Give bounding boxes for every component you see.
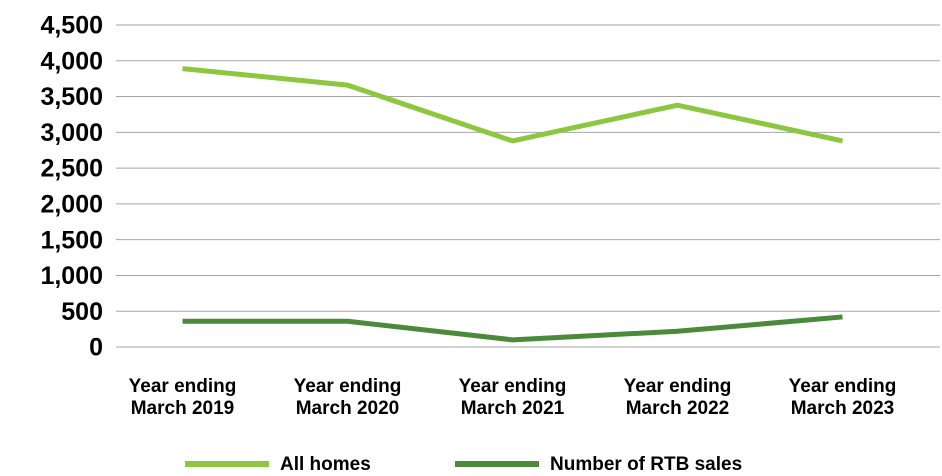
y-tick-label: 1,000 <box>40 262 103 290</box>
x-tick-label: Year ending March 2022 <box>623 376 732 419</box>
line-series <box>182 66 844 144</box>
y-tick-label: 1,500 <box>40 226 103 254</box>
line-series <box>182 314 843 343</box>
x-tick-label: Year ending March 2019 <box>128 376 237 419</box>
legend-label: All homes <box>280 454 371 475</box>
y-tick-label: 500 <box>61 298 103 326</box>
y-tick-label: 4,000 <box>40 47 103 75</box>
legend-label: Number of RTB sales <box>550 454 742 475</box>
y-tick-label: 0 <box>89 334 103 362</box>
y-tick-label: 2,000 <box>40 190 103 218</box>
y-tick-label: 2,500 <box>40 155 103 183</box>
x-tick-label: Year ending March 2021 <box>458 376 567 419</box>
y-tick-label: 4,500 <box>40 12 103 40</box>
x-tick-label: Year ending March 2020 <box>293 376 402 419</box>
y-tick-label: 3,500 <box>40 83 103 111</box>
y-tick-label: 3,000 <box>40 119 103 147</box>
x-tick-label: Year ending March 2023 <box>788 376 897 419</box>
